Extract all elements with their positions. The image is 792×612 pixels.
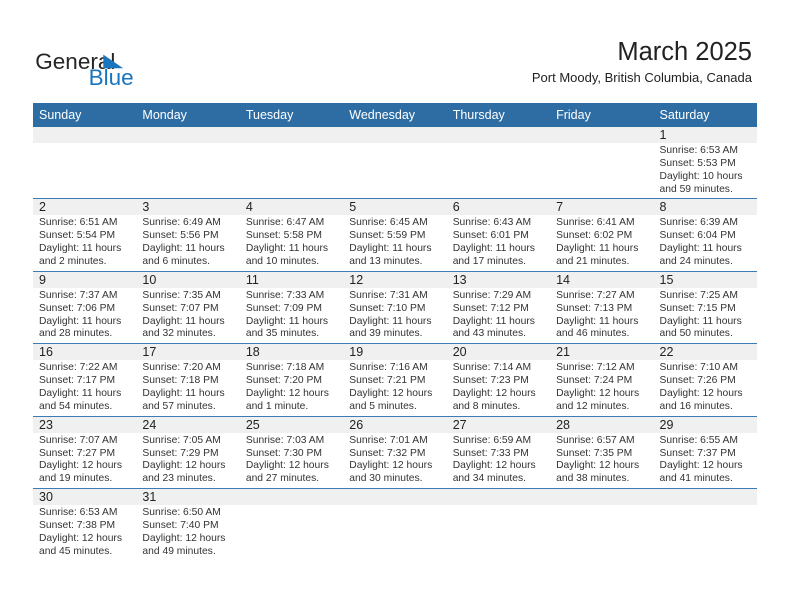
svg-text:Blue: Blue — [89, 65, 134, 90]
